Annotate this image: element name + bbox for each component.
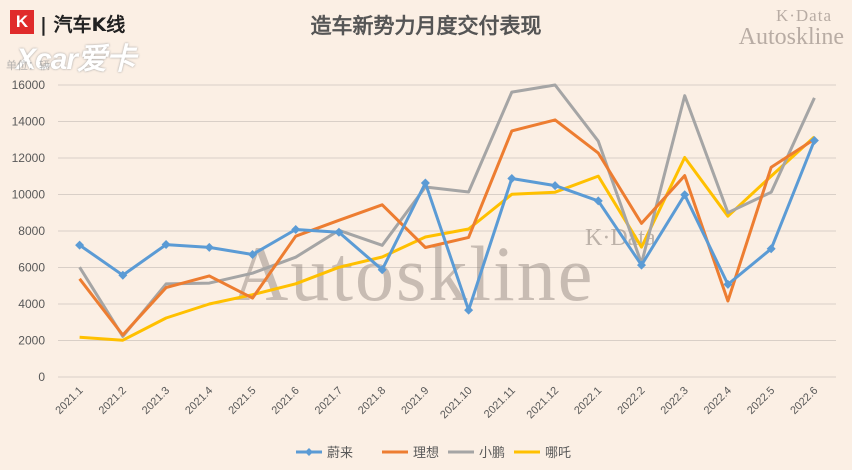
data-point: [507, 173, 517, 183]
y-tick-label: 0: [38, 370, 45, 384]
legend-label: 理想: [413, 445, 439, 461]
x-tick-label: 2021.6: [270, 385, 302, 417]
x-tick-label: 2022.1: [572, 385, 604, 417]
logo: K | 汽车K线 Xcar爱卡: [6, 4, 186, 76]
x-tick-labels: 2021.1 2021.2 2021.3 2021.4 2021.5 2021.6 2021…: [53, 385, 820, 422]
x-tick-label: 2021.8: [356, 385, 388, 417]
data-point: [291, 224, 301, 234]
chart-title: 造车新势力月度交付表现: [310, 14, 542, 38]
y-tick-labels: 0 2000 4000 6000 8000 10000 12000 14000 16000: [12, 78, 46, 384]
y-tick-label: 12000: [12, 151, 46, 165]
series-小鹏: [78, 83, 816, 338]
data-point: [118, 270, 128, 280]
x-tick-label: 2022.5: [745, 385, 777, 417]
legend-item-理想: 理想: [382, 445, 439, 461]
legend-marker: [305, 448, 313, 456]
series-蔚来: [75, 135, 819, 315]
x-tick-label: 2022.2: [615, 385, 647, 417]
series-哪吒: [79, 135, 816, 342]
watermark-kdata: K·Data: [585, 225, 656, 251]
x-tick-label: 2021.12: [525, 385, 562, 422]
legend-label: 小鹏: [479, 446, 505, 461]
data-point: [723, 279, 733, 289]
x-tick-label: 2022.3: [659, 385, 691, 417]
data-point: [420, 178, 430, 188]
y-tick-label: 4000: [18, 297, 45, 311]
data-point: [593, 196, 603, 206]
series-line: [78, 83, 816, 338]
watermark-corner-kdata: K·Data: [775, 6, 832, 25]
data-point: [334, 227, 344, 237]
x-tick-label: 2021.4: [183, 385, 215, 417]
data-point: [680, 190, 690, 200]
data-point: [248, 250, 257, 260]
y-tick-label: 10000: [12, 188, 46, 202]
xcar-logo: Xcar爱卡: [16, 43, 136, 76]
legend-label: 蔚来: [327, 446, 353, 461]
data-point: [809, 135, 819, 145]
legend-item-小鹏: 小鹏: [448, 446, 505, 461]
data-point: [637, 260, 646, 270]
y-tick-label: 16000: [12, 78, 46, 92]
data-point: [161, 240, 171, 250]
legend-label: 哪吒: [545, 446, 571, 461]
x-tick-label: 2021.5: [226, 385, 258, 417]
brand-name: | 汽车K线: [40, 14, 126, 36]
x-tick-label: 2021.10: [438, 385, 475, 422]
y-tick-label: 6000: [18, 261, 45, 275]
series-line: [79, 135, 816, 342]
legend-item-蔚来: 蔚来: [296, 446, 353, 461]
y-tick-label: 14000: [12, 115, 46, 129]
x-tick-label: 2021.11: [482, 385, 518, 421]
x-tick-label: 2021.7: [313, 385, 345, 417]
x-tick-label: 2021.3: [140, 385, 172, 417]
data-point: [377, 265, 387, 275]
y-tick-label: 2000: [18, 334, 45, 348]
data-point: [766, 244, 776, 254]
legend-item-哪吒: 哪吒: [514, 446, 571, 461]
series-line: [78, 139, 816, 312]
legend: 蔚来 理想 小鹏 哪吒: [296, 445, 571, 461]
watermark-corner-autoskline: Autoskline: [738, 24, 844, 50]
data-point: [464, 305, 474, 315]
unit-label: 单位：辆: [6, 59, 50, 72]
data-point: [75, 240, 85, 250]
x-tick-label: 2021.1: [53, 385, 85, 417]
x-tick-label: 2021.9: [399, 385, 431, 417]
x-tick-label: 2022.6: [788, 385, 820, 417]
x-tick-label: 2022.4: [702, 385, 734, 417]
gridlines: [58, 84, 836, 378]
y-tick-label: 8000: [18, 224, 45, 238]
data-point: [550, 181, 560, 191]
series-lines: [75, 83, 819, 342]
x-tick-label: 2021.2: [97, 385, 129, 417]
brand-k-icon: K: [10, 10, 34, 34]
data-point: [204, 242, 214, 252]
